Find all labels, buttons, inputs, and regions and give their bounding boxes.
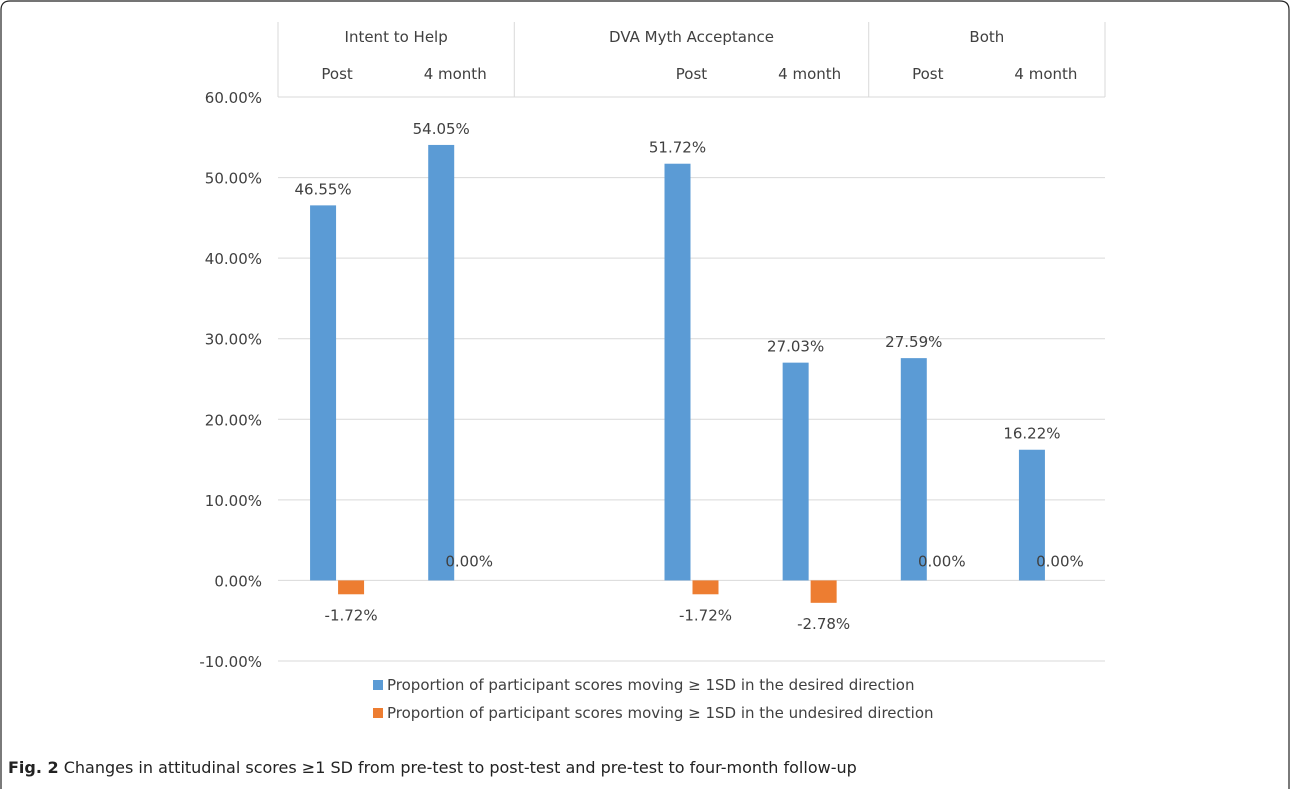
y-tick-label: -10.00% bbox=[199, 653, 262, 671]
y-tick-label: 40.00% bbox=[205, 250, 262, 268]
bar-undesired bbox=[810, 580, 837, 603]
bar-desired bbox=[664, 163, 691, 581]
bar-desired bbox=[310, 205, 337, 581]
data-label: 46.55% bbox=[294, 180, 351, 198]
y-tick-label: 10.00% bbox=[205, 492, 262, 510]
data-label: 0.00% bbox=[445, 552, 493, 570]
data-label: 16.22% bbox=[1003, 425, 1060, 443]
subcategory-label: Post bbox=[676, 65, 708, 83]
bar-desired bbox=[782, 362, 809, 581]
group-label: Both bbox=[969, 28, 1004, 46]
caption-label: Fig. 2 bbox=[8, 758, 59, 777]
figure-caption: Fig. 2 Changes in attitudinal scores ≥1 … bbox=[8, 758, 857, 777]
bar-desired bbox=[1018, 449, 1045, 581]
subcategory-label: 4 month bbox=[778, 65, 841, 83]
caption-text: Changes in attitudinal scores ≥1 SD from… bbox=[58, 758, 857, 777]
data-label: 27.03% bbox=[767, 338, 824, 356]
subcategory-label: Post bbox=[912, 65, 944, 83]
bar-desired bbox=[900, 358, 927, 581]
legend-label: Proportion of participant scores moving … bbox=[387, 676, 915, 694]
y-tick-label: 50.00% bbox=[205, 170, 262, 188]
subcategory-label: 4 month bbox=[1014, 65, 1077, 83]
y-tick-label: 60.00% bbox=[205, 89, 262, 107]
data-label: 54.05% bbox=[413, 120, 470, 138]
legend-swatch bbox=[373, 680, 383, 690]
bar-undesired bbox=[338, 580, 365, 595]
data-label: -1.72% bbox=[679, 606, 732, 624]
bar-desired bbox=[428, 144, 455, 581]
group-label: DVA Myth Acceptance bbox=[609, 28, 774, 46]
y-tick-label: 20.00% bbox=[205, 411, 262, 429]
subcategory-label: Post bbox=[321, 65, 353, 83]
subcategory-label: 4 month bbox=[424, 65, 487, 83]
legend-swatch bbox=[373, 708, 383, 718]
y-tick-label: 30.00% bbox=[205, 331, 262, 349]
legend-label: Proportion of participant scores moving … bbox=[387, 704, 934, 722]
data-label: -1.72% bbox=[325, 606, 378, 624]
data-label: 0.00% bbox=[1036, 552, 1084, 570]
data-label: 51.72% bbox=[649, 139, 706, 157]
data-label: -2.78% bbox=[797, 615, 850, 633]
data-label: 27.59% bbox=[885, 333, 942, 351]
data-label: 0.00% bbox=[918, 552, 966, 570]
bar-undesired bbox=[692, 580, 719, 595]
group-label: Intent to Help bbox=[345, 28, 448, 46]
y-tick-label: 0.00% bbox=[214, 572, 262, 590]
